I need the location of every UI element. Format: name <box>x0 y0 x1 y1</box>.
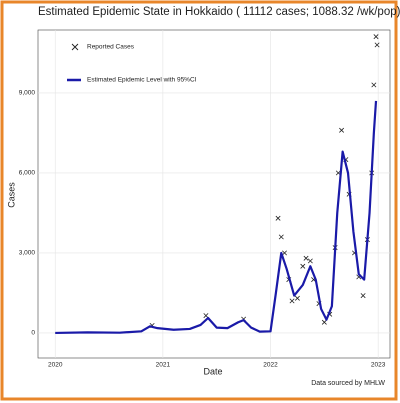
case-point <box>203 313 209 319</box>
case-point <box>294 295 300 301</box>
case-point <box>289 298 295 304</box>
case-point <box>360 293 366 299</box>
case-point <box>282 250 287 256</box>
y-tick-label: 0 <box>31 330 35 337</box>
case-point <box>321 319 327 325</box>
case-point <box>278 234 284 240</box>
case-point <box>307 258 313 264</box>
y-tick-label: 6,000 <box>19 170 36 177</box>
x-axis-label: Date <box>203 366 222 376</box>
y-tick-label: 9,000 <box>19 90 36 97</box>
legend-swatch <box>71 43 79 51</box>
x-tick-label: 2023 <box>371 362 386 369</box>
chart-title: Estimated Epidemic State in Hokkaido ( 1… <box>38 6 400 18</box>
case-point <box>300 263 306 269</box>
estimate-line <box>55 100 378 335</box>
x-tick-label: 2020 <box>48 362 63 369</box>
legend-label: Estimated Epidemic Level with 95%CI <box>87 77 197 84</box>
case-point <box>303 255 309 261</box>
case-point <box>373 34 379 40</box>
x-tick-label: 2021 <box>156 362 171 369</box>
case-point <box>374 42 380 48</box>
y-tick-label: 3,000 <box>19 250 36 257</box>
case-point <box>371 82 377 88</box>
case-point <box>275 215 281 221</box>
x-tick-label: 2022 <box>263 362 278 369</box>
y-axis-label: Cases <box>6 182 16 208</box>
case-point <box>339 127 345 133</box>
legend-label: Reported Cases <box>87 44 135 51</box>
caption: Data sourced by MHLW <box>311 380 385 387</box>
